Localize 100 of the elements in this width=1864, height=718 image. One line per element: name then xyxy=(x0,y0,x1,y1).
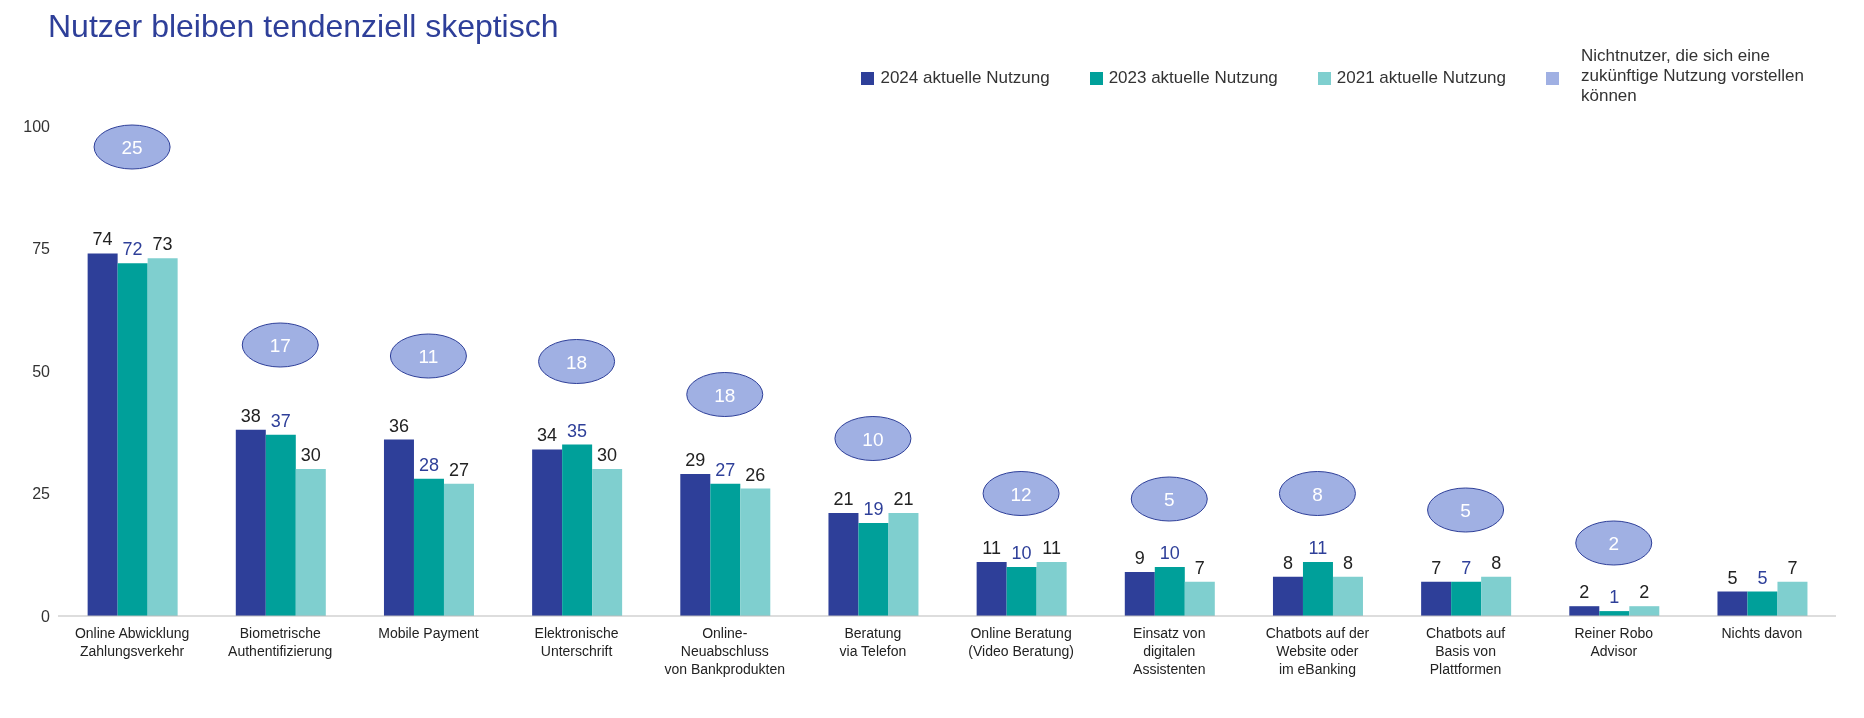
bar xyxy=(1717,591,1748,616)
bar xyxy=(1777,581,1808,616)
bar xyxy=(1421,581,1452,616)
data-label: 9 xyxy=(1134,547,1145,568)
bar xyxy=(413,478,444,616)
bar xyxy=(976,562,1007,616)
bar xyxy=(147,258,178,616)
data-label: 30 xyxy=(300,445,321,465)
y-tick-label: 100 xyxy=(23,117,51,135)
data-label: 26 xyxy=(745,464,766,485)
bar xyxy=(1154,567,1185,616)
y-tick-label: 25 xyxy=(32,485,51,503)
bar xyxy=(888,513,919,616)
annotation: 10 xyxy=(862,428,884,450)
data-label: 28 xyxy=(418,454,439,475)
x-tick-label: Chatbots auf Basis von Plattformen xyxy=(1425,625,1506,677)
bar xyxy=(117,263,148,616)
bar xyxy=(295,469,326,616)
data-label: 7 xyxy=(1461,557,1472,578)
y-tick-label: 0 xyxy=(41,607,51,625)
data-label: 2 xyxy=(1639,582,1650,603)
bar xyxy=(1006,567,1037,616)
data-label: 34 xyxy=(537,425,558,446)
data-label: 30 xyxy=(597,445,618,465)
bar xyxy=(1124,571,1155,616)
annotation: 5 xyxy=(1163,489,1175,510)
annotation: 12 xyxy=(1010,483,1032,505)
bar xyxy=(1569,606,1600,616)
data-label: 29 xyxy=(685,449,706,470)
bar xyxy=(858,522,889,616)
bar xyxy=(443,483,474,616)
bar xyxy=(740,488,771,616)
data-label: 7 xyxy=(1194,557,1205,578)
annotation: 5 xyxy=(1460,500,1471,521)
bar xyxy=(562,444,593,616)
bar xyxy=(1332,576,1363,616)
annotation: 18 xyxy=(714,384,736,406)
bar xyxy=(1036,562,1067,616)
data-label: 10 xyxy=(1011,543,1032,563)
bar xyxy=(1302,562,1333,616)
x-tick-label: Nichts davon xyxy=(1721,625,1803,641)
bar xyxy=(1272,576,1303,616)
x-tick-label: Chatbots auf der Website oder im eBanking xyxy=(1265,625,1370,677)
data-label: 35 xyxy=(567,420,588,441)
bar xyxy=(710,483,741,616)
annotation: 2 xyxy=(1608,533,1620,554)
data-label: 72 xyxy=(122,239,143,260)
data-label: 7 xyxy=(1431,557,1442,578)
data-label: 21 xyxy=(833,489,854,510)
data-label: 8 xyxy=(1282,552,1293,573)
bar xyxy=(1629,606,1660,616)
bar xyxy=(1747,591,1778,616)
data-label: 5 xyxy=(1727,567,1738,588)
data-label: 74 xyxy=(92,229,113,250)
data-label: 37 xyxy=(270,410,291,431)
data-label: 1 xyxy=(1609,587,1620,608)
data-label: 2 xyxy=(1579,582,1590,603)
x-tick-label: Mobile Payment xyxy=(378,625,479,641)
legend-label: 2023 aktuelle Nutzung xyxy=(1108,68,1278,88)
bar xyxy=(1184,581,1215,616)
data-label: 8 xyxy=(1342,552,1353,573)
bar xyxy=(235,429,266,616)
data-label: 7 xyxy=(1787,557,1798,578)
data-label: 27 xyxy=(448,459,469,480)
bar xyxy=(532,449,563,616)
data-label: 11 xyxy=(1042,538,1061,559)
y-tick-label: 75 xyxy=(32,240,51,258)
data-label: 21 xyxy=(893,489,914,510)
data-label: 36 xyxy=(388,415,409,436)
bar xyxy=(828,513,859,616)
data-label: 5 xyxy=(1757,567,1768,588)
data-label: 11 xyxy=(982,538,1001,559)
bar xyxy=(1481,576,1512,616)
data-label: 73 xyxy=(152,234,173,255)
x-tick-label: Online- Neuabschluss von Bankprodukten xyxy=(664,625,786,677)
bar xyxy=(1451,581,1482,616)
bar xyxy=(592,469,623,616)
x-tick-label: Beratung via Telefon xyxy=(839,625,907,659)
legend-label: 2024 aktuelle Nutzung xyxy=(880,68,1050,88)
x-tick-label: Reiner Robo Advisor xyxy=(1574,625,1654,659)
annotation: 17 xyxy=(269,335,291,356)
text: Nichtnutzer, die sich eine zukünftige Nutzung vorstellen können xyxy=(1581,46,1806,106)
x-tick-label: Einsatz von digitalen Assistenten xyxy=(1133,625,1206,677)
data-label: 27 xyxy=(715,459,736,480)
legend-label: 2021 aktuelle Nutzung xyxy=(1336,68,1506,88)
data-label: 10 xyxy=(1159,543,1180,563)
chart-title: Nutzer bleiben tendenziell skeptisch xyxy=(47,8,560,46)
y-tick-label: 50 xyxy=(32,362,51,380)
data-label: 19 xyxy=(863,498,884,519)
bar xyxy=(383,439,414,616)
data-label: 8 xyxy=(1491,552,1502,573)
x-tick-label: Online Abwicklung Zahlungsverkehr xyxy=(74,625,190,659)
annotation: 11 xyxy=(418,346,439,367)
bar xyxy=(265,434,296,616)
annotation: 18 xyxy=(566,351,588,373)
bar xyxy=(87,253,118,616)
data-label: 38 xyxy=(240,405,261,426)
bar xyxy=(680,473,711,616)
data-label: 11 xyxy=(1308,538,1328,559)
x-tick-label: Biometrische Authentifizierung xyxy=(228,625,333,659)
